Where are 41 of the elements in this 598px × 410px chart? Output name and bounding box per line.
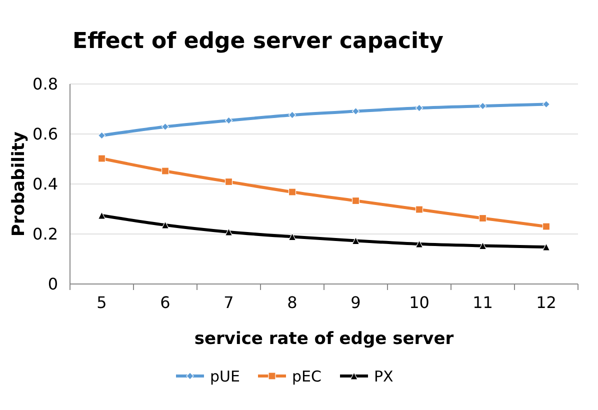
point: [415, 240, 424, 248]
point: [161, 221, 170, 229]
point: [98, 154, 106, 162]
point: [478, 214, 487, 222]
point: [478, 102, 487, 110]
point: [542, 222, 550, 230]
point: [288, 232, 296, 241]
x-tick-label: 10: [409, 293, 430, 312]
x-tick-label: 6: [160, 293, 170, 312]
y-tick-label: 0: [48, 274, 58, 294]
point: [542, 100, 550, 108]
legend-label: pUE: [210, 367, 240, 386]
point: [98, 132, 106, 140]
y-tick-label: 0.4: [32, 174, 58, 194]
point: [224, 116, 233, 124]
legend-label: pEC: [292, 367, 322, 386]
point: [415, 206, 424, 214]
x-tick-label: 5: [96, 293, 107, 312]
point: [161, 167, 170, 175]
x-tick-label: 7: [224, 293, 234, 312]
x-axis-title: service rate of edge server: [194, 329, 454, 349]
chart-title: Effect of edge server capacity: [72, 29, 444, 54]
x-tick-label: 11: [472, 293, 493, 312]
point: [288, 188, 296, 196]
x-tick-label: 8: [287, 293, 298, 312]
point: [224, 228, 233, 236]
y-axis-title: Probability: [9, 131, 29, 237]
point: [161, 122, 170, 131]
point: [98, 212, 106, 220]
point: [542, 243, 550, 251]
y-tick-label: 0.8: [32, 74, 58, 94]
point: [415, 104, 424, 112]
point: [224, 178, 233, 186]
point: [288, 111, 296, 119]
y-tick-label: 0.6: [32, 124, 58, 144]
y-tick-label: 0.2: [32, 224, 58, 244]
point: [352, 107, 360, 116]
legend-label: PX: [374, 367, 394, 386]
x-tick-label: 9: [350, 293, 361, 312]
x-tick-label: 12: [536, 293, 556, 312]
point: [352, 196, 360, 205]
